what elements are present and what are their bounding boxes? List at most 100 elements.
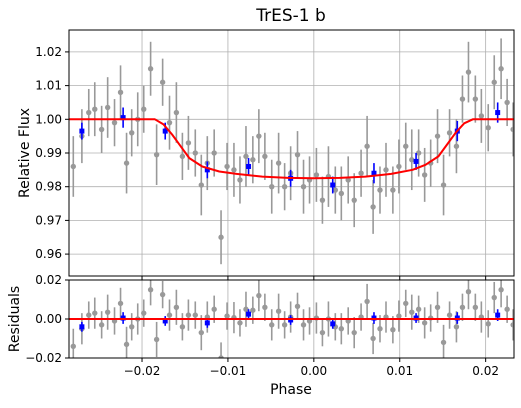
flux-raw-point bbox=[421, 172, 428, 178]
residuals-raw-point bbox=[281, 322, 288, 328]
residuals-raw-point bbox=[403, 300, 409, 307]
residuals-raw-point bbox=[396, 313, 402, 319]
residuals-raw-point bbox=[250, 307, 256, 313]
flux-raw-point bbox=[498, 66, 504, 72]
residuals-raw-point bbox=[390, 327, 396, 333]
residuals-raw-point bbox=[129, 324, 135, 330]
residuals-y-tick-label: 0.00 bbox=[35, 312, 62, 326]
flux-y-tick-label: 0.97 bbox=[35, 213, 62, 227]
flux-raw-point bbox=[166, 119, 173, 126]
flux-binned-point bbox=[204, 167, 210, 173]
x-tick-label: −0.01 bbox=[210, 364, 247, 378]
flux-raw-point bbox=[319, 197, 326, 203]
flux-raw-point bbox=[179, 153, 186, 160]
residuals-raw-point bbox=[192, 312, 198, 318]
residuals-raw-point bbox=[159, 291, 166, 298]
flux-raw-point bbox=[472, 96, 479, 102]
flux-raw-point bbox=[396, 163, 402, 170]
residuals-raw-point bbox=[446, 312, 453, 318]
residuals-raw-point bbox=[117, 300, 124, 307]
residuals-raw-point bbox=[338, 326, 345, 332]
x-tick-label: 0.00 bbox=[300, 364, 327, 378]
flux-raw-point bbox=[269, 183, 275, 190]
x-tick-label: −0.02 bbox=[124, 364, 161, 378]
residuals-raw-point bbox=[415, 306, 422, 312]
residuals-raw-point bbox=[377, 326, 383, 332]
residuals-y-axis-label: Residuals bbox=[7, 286, 23, 352]
flux-y-tick-label: 1.00 bbox=[35, 112, 62, 126]
flux-raw-point bbox=[409, 157, 415, 163]
flux-raw-point bbox=[117, 89, 124, 96]
flux-grid bbox=[69, 30, 514, 276]
flux-y-tick-label: 0.96 bbox=[35, 247, 62, 261]
flux-raw-point bbox=[153, 151, 160, 158]
flux-raw-point bbox=[338, 190, 345, 197]
residuals-raw-point bbox=[370, 335, 376, 342]
residuals-raw-point bbox=[141, 310, 147, 316]
residuals-raw-point bbox=[434, 304, 441, 310]
residuals-raw-point bbox=[104, 309, 111, 315]
residuals-raw-point bbox=[243, 306, 249, 312]
flux-raw-point bbox=[275, 160, 282, 166]
residuals-axes: −0.02 0.00 0.02 bbox=[25, 273, 515, 365]
residuals-raw-point bbox=[510, 322, 514, 328]
flux-raw-point bbox=[446, 130, 453, 136]
flux-raw-point bbox=[491, 79, 497, 85]
flux-binned-point bbox=[330, 182, 336, 188]
flux-raw-point bbox=[250, 157, 256, 163]
flux-raw-point bbox=[351, 197, 357, 203]
flux-raw-point bbox=[478, 113, 485, 119]
chart-title: TrES-1 b bbox=[255, 6, 326, 26]
flux-raw-point bbox=[485, 125, 491, 131]
flux-raw-point bbox=[281, 183, 288, 190]
residuals-raw-point bbox=[275, 308, 282, 314]
flux-binned-point bbox=[413, 158, 419, 164]
flux-raw-point bbox=[377, 187, 383, 193]
flux-raw-point bbox=[256, 133, 262, 139]
flux-raw-point bbox=[192, 150, 198, 156]
x-tick-label: 0.02 bbox=[472, 364, 499, 378]
flux-raw-point bbox=[313, 172, 320, 178]
residuals-panel: −0.02 0.00 0.02 Residuals bbox=[7, 273, 515, 365]
x-tick-label: 0.01 bbox=[386, 364, 413, 378]
flux-raw-point bbox=[434, 133, 441, 139]
residuals-raw-point bbox=[211, 306, 217, 312]
residuals-raw-point bbox=[421, 320, 428, 326]
residuals-raw-point bbox=[504, 306, 510, 312]
flux-raw-point bbox=[198, 182, 204, 188]
residuals-binned-point bbox=[79, 324, 85, 330]
flux-raw-point bbox=[218, 234, 224, 240]
flux-raw-point bbox=[185, 140, 192, 146]
residuals-raw-point bbox=[364, 298, 370, 305]
residuals-raw-point bbox=[498, 287, 504, 293]
flux-raw-point bbox=[262, 153, 268, 160]
flux-raw-point bbox=[92, 106, 98, 112]
residuals-raw-point bbox=[459, 304, 466, 310]
flux-raw-point bbox=[98, 126, 105, 133]
residuals-raw-point bbox=[147, 287, 154, 293]
residuals-raw-point bbox=[86, 312, 92, 318]
flux-raw-point bbox=[173, 109, 180, 116]
flux-raw-points bbox=[70, 38, 514, 265]
residuals-binned-point bbox=[495, 312, 501, 318]
flux-raw-point bbox=[383, 167, 389, 173]
residuals-raw-point bbox=[198, 329, 204, 336]
flux-raw-point bbox=[104, 104, 111, 111]
flux-raw-point bbox=[231, 167, 237, 173]
flux-axes: 0.96 0.97 0.98 0.99 1.00 1.01 1.02 bbox=[35, 29, 515, 280]
residuals-raw-point bbox=[491, 294, 497, 301]
residuals-raw-point bbox=[294, 303, 301, 310]
residuals-binned-point bbox=[330, 321, 336, 327]
residuals-raw-point bbox=[453, 324, 460, 330]
flux-model-curve bbox=[69, 118, 514, 180]
flux-raw-point bbox=[504, 99, 510, 106]
residuals-raw-point bbox=[92, 310, 98, 316]
flux-raw-point bbox=[86, 109, 92, 116]
residuals-raw-point bbox=[166, 312, 173, 318]
flux-raw-point bbox=[453, 143, 460, 149]
flux-raw-point bbox=[332, 187, 339, 193]
flux-raw-point bbox=[358, 170, 364, 176]
flux-raw-point bbox=[440, 182, 447, 188]
